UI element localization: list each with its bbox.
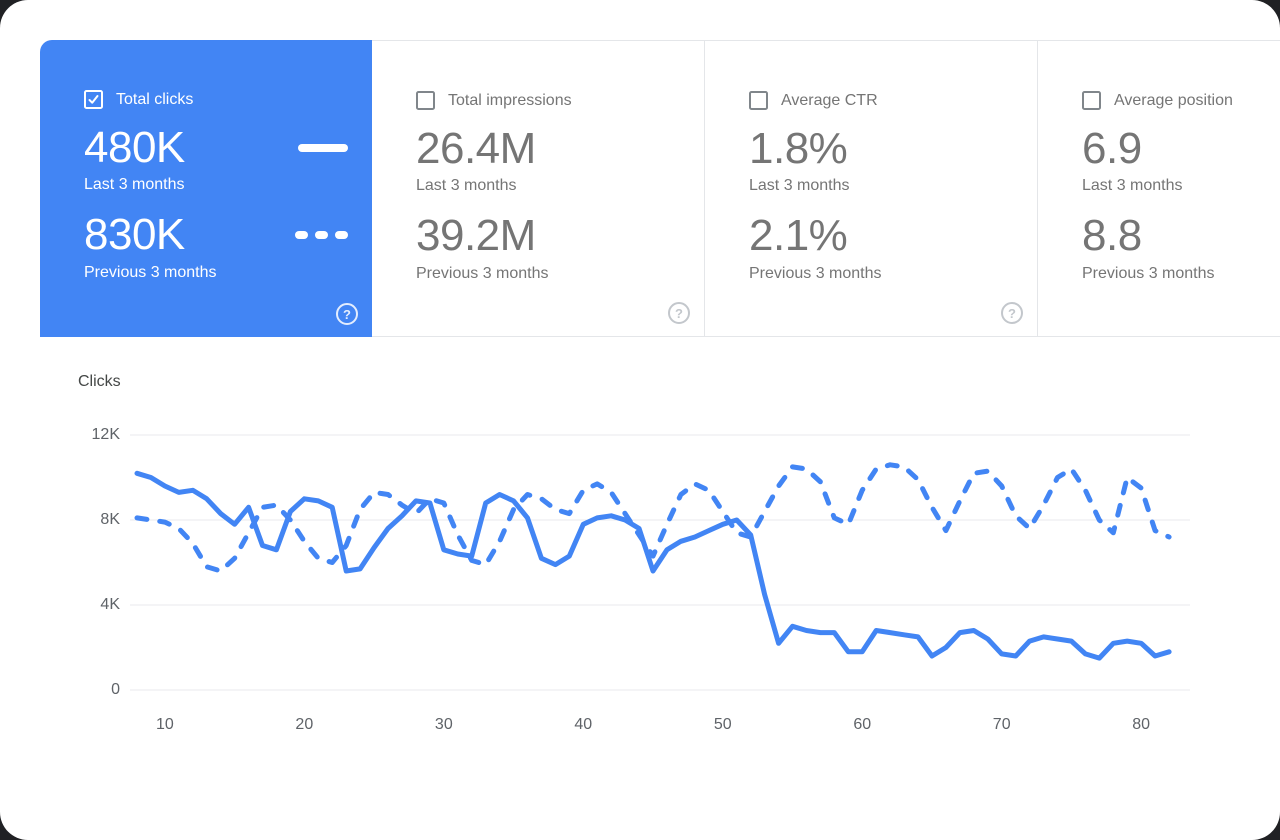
x-axis-tick-label: 50: [713, 716, 732, 733]
x-axis-tick-label: 70: [992, 716, 1011, 733]
metric-label: Total impressions: [448, 91, 572, 109]
chart-title: Clicks: [78, 373, 121, 390]
metric-label: Average CTR: [781, 91, 878, 109]
checkmark-icon: [88, 95, 99, 104]
metric-caption-previous: Previous 3 months: [1082, 264, 1215, 282]
metric-card-total-impressions[interactable]: Total impressions 26.4M Last 3 months 39…: [372, 40, 704, 337]
y-axis-tick-label: 8K: [100, 511, 120, 528]
x-axis-tick-label: 20: [295, 716, 314, 733]
metric-card-total-clicks[interactable]: Total clicks 480K Last 3 months 830K Pre…: [40, 40, 372, 337]
x-axis-tick-label: 30: [434, 716, 453, 733]
average-position-checkbox[interactable]: [1082, 91, 1101, 110]
metric-caption-previous: Previous 3 months: [416, 264, 549, 282]
clicks-chart: Clicks 0 4K 8K 12K 10 20 30 40 50 60 70 80: [0, 340, 1280, 840]
help-icon[interactable]: ?: [668, 302, 690, 324]
metric-card-average-position[interactable]: Average position 6.9 Last 3 months 8.8 P…: [1037, 40, 1280, 337]
metric-card-average-ctr[interactable]: Average CTR 1.8% Last 3 months 2.1% Prev…: [704, 40, 1037, 337]
metrics-row: Total clicks 480K Last 3 months 830K Pre…: [40, 40, 1280, 337]
metric-caption-previous: Previous 3 months: [84, 263, 217, 281]
line-last-3-months: [134, 470, 1172, 661]
help-icon[interactable]: ?: [336, 303, 358, 325]
metric-value-previous: 2.1%: [749, 211, 848, 261]
metric-caption-previous: Previous 3 months: [749, 264, 882, 282]
metric-value-previous: 39.2M: [416, 211, 536, 261]
metric-value-current: 6.9: [1082, 124, 1142, 173]
line-previous-3-months: [134, 462, 1172, 574]
metric-caption-current: Last 3 months: [416, 177, 517, 195]
metric-caption-current: Last 3 months: [749, 177, 850, 195]
metric-value-current: 1.8%: [749, 124, 848, 173]
metric-card-header: Total clicks: [84, 90, 348, 109]
solid-line-legend-icon: [298, 143, 348, 152]
x-axis-tick-label: 60: [853, 716, 872, 733]
total-clicks-checkbox[interactable]: [84, 90, 103, 109]
metric-label: Average position: [1114, 91, 1233, 109]
metric-card-header: Average position: [1082, 91, 1280, 110]
metric-value-current: 480K: [84, 123, 185, 172]
total-impressions-checkbox[interactable]: [416, 91, 435, 110]
metric-card-header: Total impressions: [416, 91, 680, 110]
metric-caption-current: Last 3 months: [1082, 177, 1183, 195]
metric-label: Total clicks: [116, 90, 194, 108]
average-ctr-checkbox[interactable]: [749, 91, 768, 110]
x-axis-tick-label: 40: [574, 716, 593, 733]
help-icon[interactable]: ?: [1001, 302, 1023, 324]
y-axis-tick-label: 4K: [100, 596, 120, 613]
metric-caption-current: Last 3 months: [84, 176, 185, 194]
metric-value-current: 26.4M: [416, 124, 536, 173]
metric-value-previous: 8.8: [1082, 211, 1142, 261]
metric-value-previous: 830K: [84, 210, 185, 260]
metric-card-header: Average CTR: [749, 91, 1013, 110]
clicks-line-chart[interactable]: [0, 340, 1280, 840]
y-axis-tick-label: 12K: [91, 426, 120, 443]
y-axis-tick-label: 0: [111, 681, 120, 698]
x-axis-tick-label: 80: [1132, 716, 1151, 733]
x-axis-tick-label: 10: [155, 716, 174, 733]
dashed-line-legend-icon: [295, 230, 348, 239]
